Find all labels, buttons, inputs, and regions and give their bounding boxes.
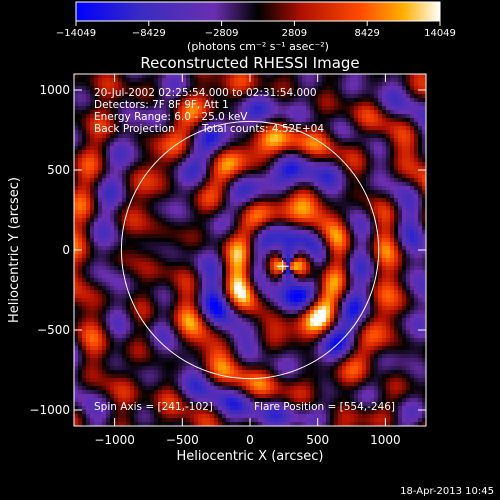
colorbar-tick-label: 14049 xyxy=(424,28,456,39)
colorbar-unit-label: (photons cm⁻² s⁻¹ asec⁻²) xyxy=(187,40,329,53)
y-tick-label: 1000 xyxy=(39,83,70,97)
x-tick-label: −1000 xyxy=(94,433,135,447)
y-tick-label: 500 xyxy=(47,163,70,177)
annotation-total-counts: Total counts: 4.52E+04 xyxy=(201,123,324,135)
solar-limb-circle xyxy=(120,120,380,380)
y-axis-label: Heliocentric Y (arcsec) xyxy=(7,177,22,323)
colorbar-tick-label: −2809 xyxy=(205,28,239,39)
annotation-method: Back Projection xyxy=(94,123,175,135)
colorbar-tick-label: −8429 xyxy=(132,28,166,39)
footer-timestamp: 18-Apr-2013 10:45 xyxy=(400,486,494,497)
heatmap-image xyxy=(74,74,426,426)
y-tick-label: −500 xyxy=(37,323,70,337)
annotation-time-range: 20-Jul-2002 02:25:54.000 to 02:31:54.000 xyxy=(94,87,317,99)
annotation-spin-axis: Spin Axis = [241,-102] xyxy=(94,401,213,413)
x-tick-label: 1000 xyxy=(370,433,401,447)
chart-title: Reconstructed RHESSI Image xyxy=(140,54,359,72)
x-tick-label: 0 xyxy=(246,433,254,447)
colorbar xyxy=(75,1,441,22)
annotation-detectors: Detectors: 7F 8F 9F, Att 1 xyxy=(94,99,229,111)
x-tick-label: −500 xyxy=(166,433,199,447)
y-tick-label: −1000 xyxy=(29,403,70,417)
x-tick-label: 500 xyxy=(306,433,329,447)
colorbar-ticks: −14049 −8429 −2809 2809 8429 14049 xyxy=(56,21,456,39)
x-axis-label: Heliocentric X (arcsec) xyxy=(177,449,324,464)
colorbar-tick-label: 2809 xyxy=(282,28,307,39)
annotation-flare-position: Flare Position = [554,-246] xyxy=(254,401,395,413)
colorbar-tick-label: 8429 xyxy=(354,28,379,39)
colorbar-tick-label: −14049 xyxy=(56,28,96,39)
spin-axis-marker xyxy=(276,260,289,273)
annotation-energy-range: Energy Range: 6.0 - 25.0 keV xyxy=(94,111,248,123)
axis-ticks: −1000 −500 0 500 1000 −1000 −500 0 500 1000 xyxy=(29,74,426,447)
y-tick-label: 0 xyxy=(62,243,70,257)
